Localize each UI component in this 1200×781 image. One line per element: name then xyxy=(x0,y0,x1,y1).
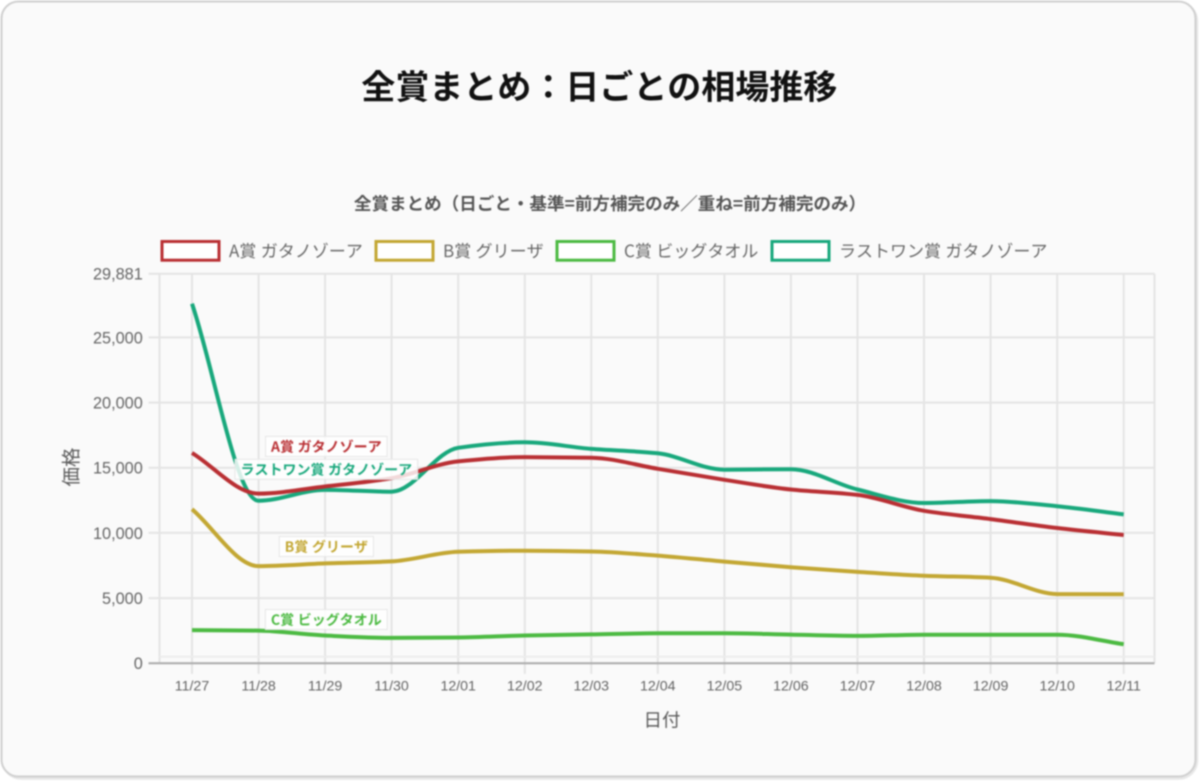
svg-text:12/10: 12/10 xyxy=(1039,679,1075,695)
svg-text:12/09: 12/09 xyxy=(973,679,1009,695)
svg-text:12/05: 12/05 xyxy=(707,679,743,695)
svg-text:12/08: 12/08 xyxy=(906,679,942,695)
svg-text:5,000: 5,000 xyxy=(102,590,143,608)
svg-text:11/29: 11/29 xyxy=(308,679,343,695)
svg-text:11/27: 11/27 xyxy=(175,679,210,695)
svg-text:0: 0 xyxy=(134,655,143,673)
svg-text:12/01: 12/01 xyxy=(440,679,476,695)
svg-text:29,881: 29,881 xyxy=(93,266,143,284)
svg-text:12/11: 12/11 xyxy=(1106,679,1141,695)
svg-text:10,000: 10,000 xyxy=(93,525,143,543)
svg-text:15,000: 15,000 xyxy=(93,460,143,478)
svg-text:12/06: 12/06 xyxy=(773,679,809,695)
svg-text:20,000: 20,000 xyxy=(93,395,143,413)
svg-text:25,000: 25,000 xyxy=(93,329,143,347)
svg-text:12/07: 12/07 xyxy=(840,679,876,695)
svg-text:12/02: 12/02 xyxy=(507,679,543,695)
svg-text:12/03: 12/03 xyxy=(574,679,610,695)
svg-text:12/04: 12/04 xyxy=(640,679,676,695)
svg-text:11/28: 11/28 xyxy=(241,679,276,695)
svg-text:11/30: 11/30 xyxy=(374,679,409,695)
